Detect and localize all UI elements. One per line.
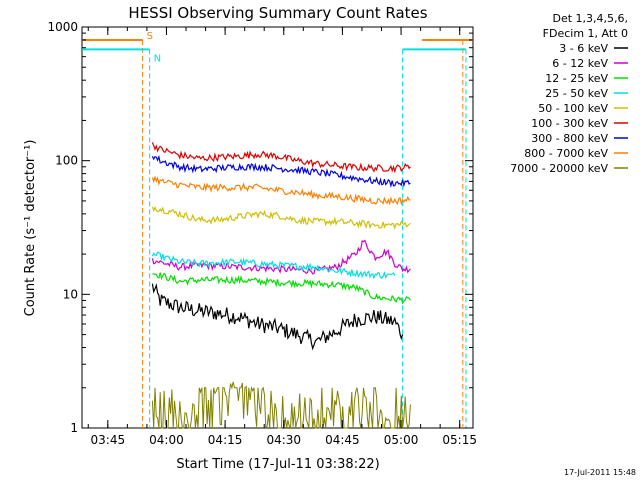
legend-entry-label: 50 - 100 keV bbox=[538, 102, 608, 115]
legend-entry-label: 6 - 12 keV bbox=[552, 57, 608, 70]
x-tick-label: 04:00 bbox=[149, 433, 184, 447]
marker-N-label: N bbox=[154, 53, 161, 64]
series-line bbox=[152, 272, 411, 305]
marker-S-label: S bbox=[147, 31, 153, 42]
instrument-state-markers: SN bbox=[82, 31, 473, 428]
y-tick-label: 1000 bbox=[47, 20, 78, 34]
x-axis-label: Start Time (17-Jul-11 03:38:22) bbox=[176, 457, 379, 472]
legend-entry-label: 300 - 800 keV bbox=[531, 132, 608, 145]
legend-entry-label: 800 - 7000 keV bbox=[524, 147, 608, 160]
x-tick-label: 05:15 bbox=[442, 433, 477, 447]
y-axis: 1 10 100 1000 bbox=[47, 20, 473, 435]
chart-title: HESSI Observing Summary Count Rates bbox=[128, 4, 427, 22]
legend-entry-label: 7000 - 20000 keV bbox=[510, 162, 608, 175]
x-tick-label: 04:30 bbox=[266, 433, 301, 447]
legend: Det 1,3,4,5,6, FDecim 1, Att 0 3 - 6 keV… bbox=[510, 12, 628, 175]
series-line bbox=[151, 205, 411, 230]
legend-header-line-2: FDecim 1, Att 0 bbox=[543, 27, 628, 40]
plot-frame bbox=[81, 26, 474, 429]
series-line bbox=[151, 251, 396, 280]
y-axis-label: Count Rate (s⁻¹ detector⁻¹) bbox=[23, 140, 38, 317]
x-tick-label: 04:45 bbox=[325, 433, 360, 447]
legend-entry-label: 25 - 50 keV bbox=[545, 87, 608, 100]
x-tick-label: 05:00 bbox=[384, 433, 419, 447]
series-layer bbox=[151, 142, 411, 430]
series-line bbox=[151, 239, 411, 275]
y-tick-label: 100 bbox=[55, 154, 78, 168]
legend-header-line-1: Det 1,3,4,5,6, bbox=[552, 12, 628, 25]
series-line bbox=[151, 142, 411, 174]
x-tick-label: 04:15 bbox=[208, 433, 243, 447]
legend-entry-label: 3 - 6 keV bbox=[559, 42, 608, 55]
legend-entry-label: 12 - 25 keV bbox=[545, 72, 608, 85]
y-tick-label: 10 bbox=[63, 287, 78, 301]
x-tick-label: 03:45 bbox=[91, 433, 126, 447]
series-line bbox=[151, 175, 411, 206]
series-line bbox=[151, 283, 404, 351]
series-line bbox=[151, 381, 411, 430]
x-axis: 03:45 04:00 04:15 04:30 04:45 05:00 05:15 bbox=[87, 27, 477, 447]
timestamp: 17-Jul-2011 15:48 bbox=[564, 468, 636, 477]
legend-entry-label: 100 - 300 keV bbox=[531, 117, 608, 130]
series-line bbox=[151, 154, 411, 188]
y-tick-label: 1 bbox=[70, 421, 78, 435]
